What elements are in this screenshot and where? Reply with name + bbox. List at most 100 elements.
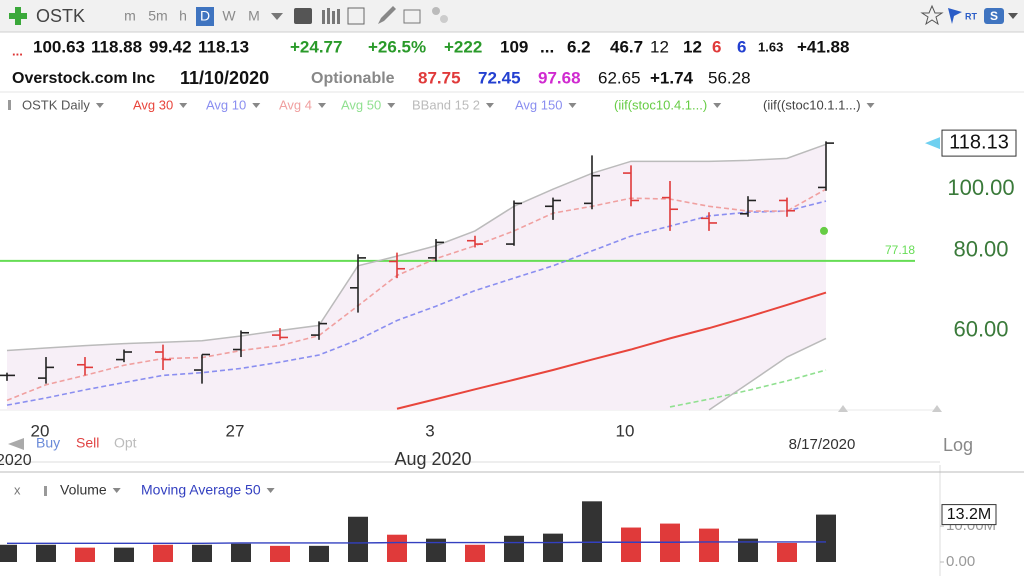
info-value: +1.74 bbox=[650, 68, 694, 87]
moving-average bbox=[396, 291, 827, 410]
interval-button[interactable]: m bbox=[124, 8, 136, 24]
dropdown-caret[interactable] bbox=[866, 103, 875, 108]
dropdown-caret[interactable] bbox=[179, 103, 188, 108]
volume-bar bbox=[504, 535, 524, 562]
rt-icon[interactable]: RT bbox=[965, 11, 977, 21]
volume-bar bbox=[426, 538, 446, 562]
dropdown-caret[interactable] bbox=[485, 103, 494, 108]
close-pane[interactable]: x bbox=[14, 482, 21, 497]
month-label: Aug 2020 bbox=[394, 449, 471, 469]
year-label: 2020 bbox=[0, 452, 32, 469]
volume-bar bbox=[738, 538, 758, 562]
volume-bar bbox=[36, 544, 56, 562]
y-tick-label: 100.00 bbox=[947, 175, 1014, 200]
dropdown-caret[interactable] bbox=[252, 103, 261, 108]
volume-average bbox=[7, 541, 826, 545]
legend-item[interactable]: BBand 15 2 bbox=[412, 97, 480, 112]
interval-button[interactable]: D bbox=[200, 8, 210, 24]
info-value: Overstock.com Inc bbox=[12, 70, 155, 87]
last-volume-label: 13.2M bbox=[947, 506, 991, 523]
scroll-arrow[interactable] bbox=[932, 405, 942, 412]
interval-button[interactable]: W bbox=[222, 8, 236, 24]
selected-interval-bg bbox=[196, 7, 214, 26]
volume-bar bbox=[387, 534, 407, 562]
volume-bar bbox=[231, 543, 251, 562]
quote-value: 6 bbox=[712, 37, 721, 56]
toolbar bbox=[0, 0, 1024, 32]
quote-value: 109 bbox=[500, 37, 528, 56]
last-volume-box bbox=[941, 504, 997, 526]
legend-item[interactable]: OSTK Daily bbox=[22, 97, 90, 112]
legend-grip bbox=[8, 100, 11, 110]
volume-bar bbox=[75, 547, 95, 562]
trade-button[interactable]: Buy bbox=[36, 435, 60, 451]
volume-bar bbox=[543, 533, 563, 562]
quote-value: +222 bbox=[444, 37, 482, 56]
quote-value: 6 bbox=[737, 37, 746, 56]
dropdown-caret[interactable] bbox=[112, 488, 121, 493]
info-value: 11/10/2020 bbox=[180, 68, 269, 88]
volume-bar bbox=[582, 501, 602, 562]
dropdown-caret[interactable] bbox=[387, 103, 396, 108]
legend-item[interactable]: Volume bbox=[60, 482, 107, 498]
quote-value: +24.77 bbox=[290, 37, 342, 56]
moving-average bbox=[6, 200, 827, 406]
dropdown-caret[interactable] bbox=[568, 103, 577, 108]
legend-item[interactable]: Avg 10 bbox=[206, 97, 246, 112]
x-tick-label: 10 bbox=[616, 421, 635, 440]
dropdown-caret[interactable] bbox=[318, 103, 327, 108]
dropdown-caret[interactable] bbox=[713, 103, 722, 108]
quote-value: 118.13 bbox=[198, 37, 249, 56]
dropdown-caret[interactable] bbox=[95, 103, 104, 108]
bband-lower bbox=[708, 337, 827, 411]
interval-button[interactable]: M bbox=[248, 8, 260, 24]
legend-item[interactable]: (iif(stoc10.4.1...) bbox=[614, 97, 707, 112]
symbol[interactable]: OSTK bbox=[36, 6, 85, 26]
legend-item[interactable]: Avg 50 bbox=[341, 97, 381, 112]
scale-toggle[interactable]: Log bbox=[943, 435, 973, 455]
scroll-arrow[interactable] bbox=[838, 405, 848, 412]
interval-button[interactable]: 5m bbox=[148, 8, 167, 24]
quote-value: 118.88 bbox=[91, 37, 142, 56]
dropdown-caret[interactable] bbox=[266, 488, 275, 493]
quote-value: 1.63 bbox=[758, 39, 783, 54]
volume-bar bbox=[153, 544, 173, 562]
toolbar-icons[interactable] bbox=[271, 4, 1018, 26]
quote-value: ... bbox=[12, 43, 23, 58]
interval-button[interactable]: h bbox=[179, 8, 187, 24]
volume-bar bbox=[270, 545, 290, 562]
quote-value: 12 bbox=[683, 37, 702, 56]
add-symbol-icon[interactable] bbox=[9, 7, 27, 25]
s-icon[interactable]: S bbox=[990, 9, 998, 23]
quote-value: 99.42 bbox=[149, 37, 192, 56]
x-tick-label: 3 bbox=[425, 421, 434, 440]
info-value: 87.75 bbox=[418, 68, 461, 87]
volume-bar bbox=[348, 516, 368, 562]
buy-arrow[interactable] bbox=[8, 438, 24, 450]
info-value: 72.45 bbox=[478, 68, 521, 87]
legend-item[interactable]: Avg 4 bbox=[279, 97, 312, 112]
band-fill bbox=[7, 144, 826, 411]
legend-item[interactable]: Avg 30 bbox=[133, 97, 173, 112]
legend-item[interactable]: Moving Average 50 bbox=[141, 482, 261, 498]
last-price-label: 118.13 bbox=[949, 131, 1009, 153]
quote-value: 12 bbox=[650, 37, 669, 56]
legend-item[interactable]: (iif((stoc10.1.1...) bbox=[763, 97, 861, 112]
legend-item[interactable]: Avg 150 bbox=[515, 97, 562, 112]
volume-bar bbox=[309, 545, 329, 562]
reference-label: 77.18 bbox=[885, 243, 915, 257]
volume-bar bbox=[114, 547, 134, 562]
trade-button[interactable]: Opt bbox=[114, 435, 137, 451]
signal-dot bbox=[820, 226, 828, 235]
info-value: 56.28 bbox=[708, 68, 751, 87]
quote-value: 46.7 bbox=[610, 37, 643, 56]
quote-value: 100.63 bbox=[33, 37, 85, 56]
volume-bar bbox=[699, 528, 719, 562]
volume-bar bbox=[816, 514, 836, 562]
volume-bar bbox=[0, 544, 17, 562]
trade-button[interactable]: Sell bbox=[76, 435, 99, 451]
date-label: 8/17/2020 bbox=[789, 436, 856, 453]
moving-average bbox=[669, 369, 827, 408]
volume-bar bbox=[192, 544, 212, 562]
